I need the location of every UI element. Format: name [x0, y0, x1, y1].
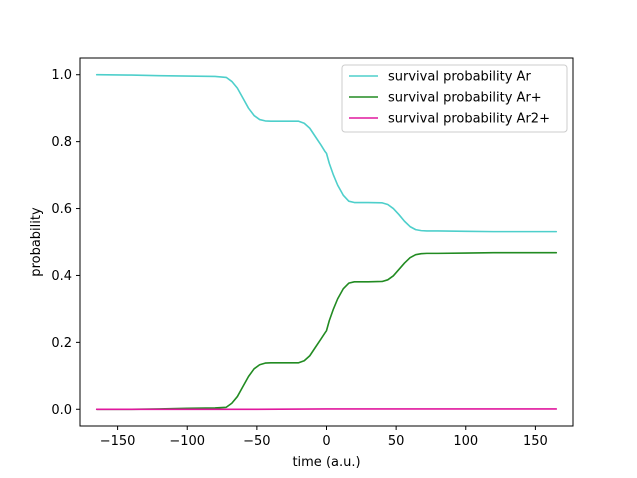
y-tick-label: 0.8 [51, 135, 72, 150]
y-tick-label: 0.0 [51, 403, 72, 418]
y-tick-label: 0.4 [51, 269, 72, 284]
x-tick-label: −150 [100, 434, 136, 449]
series-line-1 [95, 251, 558, 411]
x-tick-label: 50 [388, 434, 405, 449]
x-tick-label: 0 [322, 434, 330, 449]
x-tick-label: −100 [169, 434, 205, 449]
x-tick-label: 150 [523, 434, 548, 449]
series-line-0 [95, 73, 558, 233]
x-tick-label: 100 [453, 434, 478, 449]
x-axis-ticks: −150 −100 −50 0 50 100 150 [100, 426, 548, 449]
legend-label-2: survival probability Ar2+ [388, 112, 550, 127]
legend-entries: survival probability Ar survival probabil… [349, 70, 550, 127]
series-layer [95, 73, 558, 411]
legend-label-0: survival probability Ar [388, 70, 531, 85]
y-tick-label: 1.0 [51, 68, 72, 83]
y-axis-label: probability [29, 207, 44, 277]
x-axis-label: time (a.u.) [292, 455, 360, 470]
y-tick-label: 0.6 [51, 202, 72, 217]
y-axis-ticks: 0.0 0.2 0.4 0.6 0.8 1.0 [51, 68, 80, 418]
y-tick-label: 0.2 [51, 336, 72, 351]
legend-box [341, 64, 568, 133]
legend: survival probability Ar survival probabil… [341, 64, 568, 133]
legend-label-1: survival probability Ar+ [388, 91, 542, 106]
x-tick-label: −50 [243, 434, 270, 449]
